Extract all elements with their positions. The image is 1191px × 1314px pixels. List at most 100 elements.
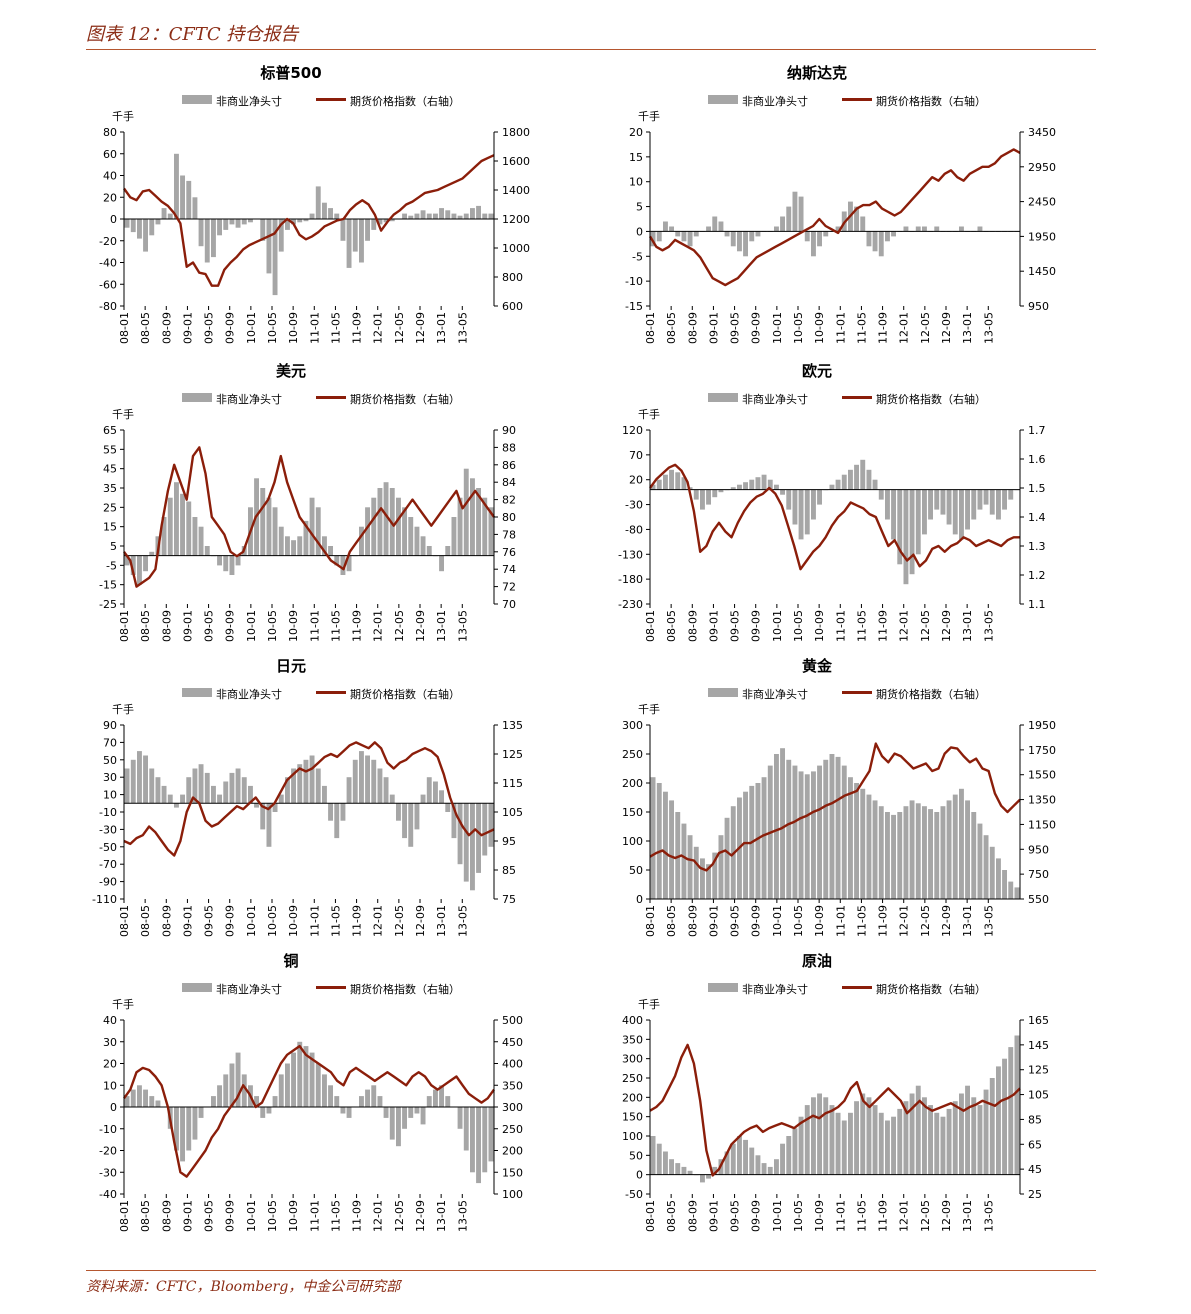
legend-line-label: 期货价格指数（右轴） [350, 95, 460, 108]
position-bar [823, 231, 829, 237]
x-tick-label: 11-09 [877, 1200, 890, 1232]
position-bar [663, 221, 668, 232]
position-bar [174, 803, 179, 808]
x-tick-label: 12-09 [414, 610, 427, 642]
position-bar [420, 1107, 426, 1125]
position-bar [959, 226, 964, 232]
position-bar [878, 489, 884, 500]
position-bar [959, 788, 964, 899]
position-bar [377, 488, 383, 556]
position-bar [915, 1085, 921, 1175]
position-bar [476, 488, 481, 556]
legend-bar-swatch [182, 393, 212, 402]
position-bar [841, 765, 847, 899]
x-tick-label: 10-01 [771, 905, 784, 937]
position-bar [872, 800, 878, 899]
position-bar [977, 226, 983, 232]
right-tick-label: 80 [502, 511, 516, 524]
chart-panel: 标普500 非商业净头寸 期货价格指数（右轴） 千手 -80 -60 -40 -20 0 20 40… [86, 62, 556, 352]
position-bar [743, 231, 748, 257]
x-tick-label: 10-09 [287, 1200, 300, 1232]
position-bar [996, 858, 1001, 899]
x-tick-label: 08-01 [118, 610, 131, 642]
legend-line-swatch [316, 396, 346, 399]
position-bar [241, 219, 247, 225]
legend-line-swatch [316, 986, 346, 989]
position-bar [223, 781, 229, 804]
legend-line-label: 期货价格指数（右轴） [876, 95, 986, 108]
position-bar [780, 748, 785, 899]
position-bar [124, 768, 130, 804]
position-bar [909, 1093, 915, 1175]
right-tick-label: 1.4 [1028, 511, 1046, 524]
x-tick-label: 08-09 [160, 1200, 173, 1232]
position-bar [792, 191, 798, 232]
position-bar [922, 1097, 927, 1175]
position-bar [291, 219, 296, 225]
x-tick-label: 11-05 [855, 1200, 868, 1232]
position-bar [235, 555, 241, 566]
chart-plot: -15 -10 -5 0 5 10 15 20 950 1450 1950 2450 2950 3450 0… [625, 126, 1056, 344]
position-bar [346, 555, 352, 572]
left-tick-label: 15 [103, 521, 117, 534]
right-tick-label: 150 [502, 1166, 523, 1179]
position-bar [174, 1107, 179, 1151]
right-tick-label: 200 [502, 1145, 523, 1158]
position-bar [365, 219, 370, 241]
legend-line-label: 期货价格指数（右轴） [350, 688, 460, 701]
x-tick-label: 08-01 [644, 905, 657, 937]
x-tick-label: 09-01 [181, 905, 194, 937]
x-tick-label: 12-05 [393, 1200, 406, 1232]
position-bar [829, 1105, 835, 1175]
position-bar [706, 1174, 711, 1179]
left-tick-label: -30 [99, 1166, 117, 1179]
position-bar [396, 1107, 401, 1147]
position-bar [278, 1074, 284, 1107]
x-tick-label: 08-09 [686, 312, 699, 344]
position-bar [885, 489, 890, 520]
position-bar [663, 1151, 668, 1175]
position-bar [420, 536, 426, 556]
position-bar [198, 219, 204, 247]
right-tick-label: 1350 [1028, 794, 1056, 807]
position-bar [445, 546, 451, 556]
x-tick-label: 10-01 [245, 905, 258, 937]
x-tick-label: 09-05 [203, 1200, 216, 1232]
x-tick-label: 09-09 [750, 610, 763, 642]
position-bar [365, 755, 370, 804]
position-bar [371, 219, 377, 230]
position-bar [322, 785, 327, 804]
position-bar [786, 1136, 792, 1175]
left-tick-label: -20 [99, 235, 117, 248]
x-tick-label: 08-09 [686, 905, 699, 937]
position-bar [340, 803, 346, 821]
position-bar [334, 803, 340, 839]
right-tick-label: 1450 [1028, 265, 1056, 278]
position-bar [266, 497, 272, 556]
position-bar [235, 768, 241, 804]
position-bar [798, 1116, 804, 1175]
price-line [123, 446, 495, 588]
x-tick-label: 13-01 [961, 1200, 974, 1232]
position-bar [149, 219, 155, 236]
left-tick-label: 40 [103, 170, 117, 183]
position-bar [334, 1096, 340, 1107]
position-bar [463, 1107, 469, 1151]
left-tick-label: -60 [99, 278, 117, 291]
right-tick-label: 78 [502, 528, 516, 541]
position-bar [656, 1143, 662, 1175]
position-bar [860, 459, 866, 490]
legend-bar-label: 非商业净头寸 [216, 983, 282, 996]
position-bar [743, 1139, 748, 1175]
x-tick-label: 09-01 [707, 1200, 720, 1232]
position-bar [934, 489, 940, 510]
price-line [648, 148, 1021, 287]
position-bar [204, 772, 210, 804]
x-tick-label: 08-05 [665, 312, 678, 344]
position-bar [767, 1166, 773, 1175]
position-bar [656, 783, 662, 899]
x-tick-label: 11-01 [308, 312, 321, 344]
position-bar [149, 551, 155, 556]
x-tick-label: 12-09 [414, 1200, 427, 1232]
position-bar [402, 213, 407, 219]
